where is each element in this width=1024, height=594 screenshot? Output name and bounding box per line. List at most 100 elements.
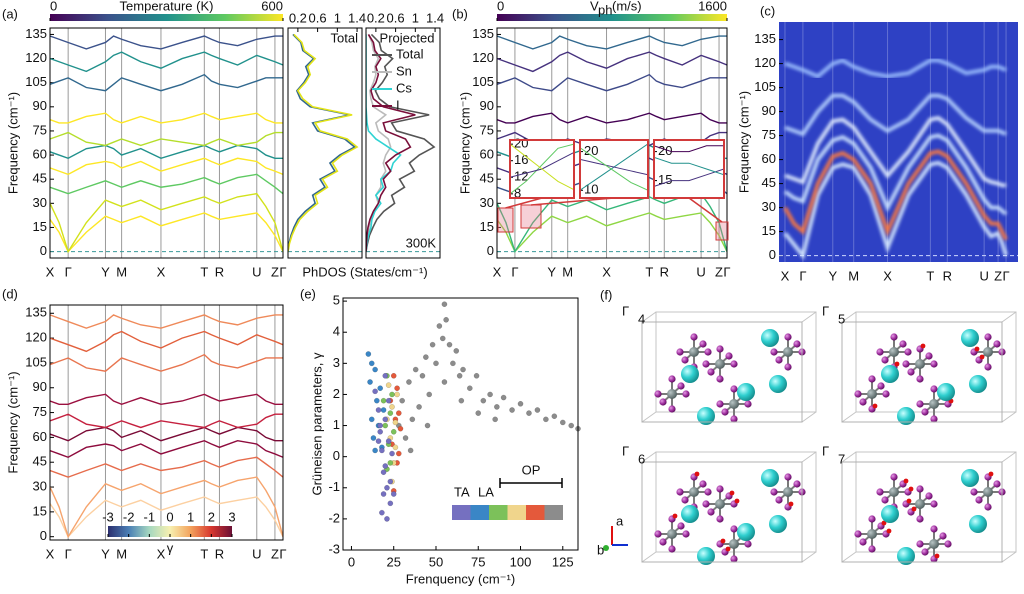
band <box>50 496 283 538</box>
point <box>375 438 382 444</box>
iodine-atom <box>716 375 724 383</box>
y-tick-label: 2 <box>333 386 340 401</box>
y-axis-label: Grüneisen parameters, γ <box>309 352 324 496</box>
cesium-atom <box>881 365 899 383</box>
iodine-atom <box>668 375 676 383</box>
cell-front <box>641 321 803 423</box>
cell-back <box>855 451 1017 553</box>
y-tick-label: 105 <box>25 74 47 89</box>
y-tick-label: 45 <box>33 454 47 469</box>
y-tick-label: 120 <box>25 330 47 345</box>
x-tick-label: X <box>883 268 892 283</box>
y-tick-label: 15 <box>33 503 47 518</box>
iodine-atom <box>916 485 924 493</box>
iodine-atom <box>881 496 889 504</box>
point <box>416 404 422 410</box>
cell-edge <box>1001 451 1017 463</box>
band <box>50 456 283 478</box>
point <box>568 422 575 429</box>
point <box>395 450 402 457</box>
tin-atom <box>783 347 793 357</box>
tin-atom <box>867 389 877 399</box>
iodine-atom <box>775 356 783 364</box>
band <box>50 330 283 353</box>
inset-band <box>654 168 724 187</box>
point <box>402 435 409 441</box>
point <box>387 478 394 485</box>
point <box>424 422 431 429</box>
x-tick-label: R <box>215 264 224 279</box>
x-tick-label: U <box>252 546 261 561</box>
y-tick-label: 105 <box>25 354 47 369</box>
iodine-atom <box>654 530 662 538</box>
iodine-atom <box>882 390 890 398</box>
panel-title: Projected <box>380 30 435 45</box>
point <box>394 385 400 392</box>
tin-atom <box>729 539 739 549</box>
panel-label: (b) <box>452 6 468 21</box>
x-tick-label: Y <box>828 268 837 283</box>
band <box>784 115 1007 188</box>
displacement <box>906 498 912 504</box>
iodine-atom <box>681 496 689 504</box>
y-tick-label: 30 <box>33 478 47 493</box>
displacement <box>672 513 678 519</box>
x-tick-label: M <box>848 268 859 283</box>
inset-band <box>654 145 724 153</box>
point <box>382 422 389 429</box>
point <box>384 484 390 491</box>
iodine-atom <box>921 548 929 556</box>
mode-symbol: Γ <box>622 443 629 458</box>
annotation: 300K <box>406 235 437 250</box>
x-tick-label: 0.6 <box>387 10 405 25</box>
iodine-atom <box>916 400 924 408</box>
cell-edge <box>1001 551 1017 563</box>
legend-swatch <box>507 505 526 520</box>
colorbar-tick-label: 1600 <box>698 0 727 13</box>
point <box>367 379 373 385</box>
y-tick-label: 90 <box>480 98 494 113</box>
band <box>50 314 283 329</box>
y-tick-label: 15 <box>33 219 47 234</box>
point <box>395 410 402 416</box>
iodine-atom <box>676 348 684 356</box>
cesium-atom <box>969 515 987 533</box>
panel-label: (a) <box>2 6 18 21</box>
legend-swatch <box>452 505 471 520</box>
point <box>368 360 375 367</box>
cesium-atom <box>761 329 779 347</box>
x-tick-label: Γ <box>279 264 286 279</box>
tin-atom <box>783 487 793 497</box>
iodine-atom <box>930 385 938 393</box>
point <box>389 450 395 457</box>
iodine-atom <box>925 352 933 360</box>
cesium-atom <box>961 329 979 347</box>
y-tick-label: 90 <box>33 98 47 113</box>
point <box>389 404 395 410</box>
iodine-atom <box>702 500 710 508</box>
displacement <box>908 486 914 492</box>
iodine-atom <box>730 360 738 368</box>
point <box>453 348 460 354</box>
point <box>392 444 399 451</box>
point <box>439 335 446 342</box>
iodine-atom <box>904 348 912 356</box>
colorbar-tick-label: 0 <box>497 0 504 13</box>
colorbar-tick-label: 0 <box>166 509 173 524</box>
point <box>372 447 378 454</box>
x-tick-label: 1 <box>412 10 419 25</box>
cell-edge <box>801 451 817 463</box>
cesium-atom <box>969 375 987 393</box>
x-axis-label: PhDOS (States/cm⁻¹) <box>302 264 427 279</box>
colorbar-tick-label: 0 <box>50 0 57 13</box>
cesium-atom <box>697 547 715 565</box>
point <box>422 354 429 360</box>
band <box>497 212 727 253</box>
point <box>382 372 389 379</box>
colorbar-label: Temperature (K) <box>120 0 214 13</box>
cell-edge <box>641 551 657 563</box>
x-tick-label: 100 <box>510 554 532 569</box>
axis-b <box>603 545 609 551</box>
point <box>460 366 466 373</box>
panel-label: (c) <box>760 3 775 18</box>
